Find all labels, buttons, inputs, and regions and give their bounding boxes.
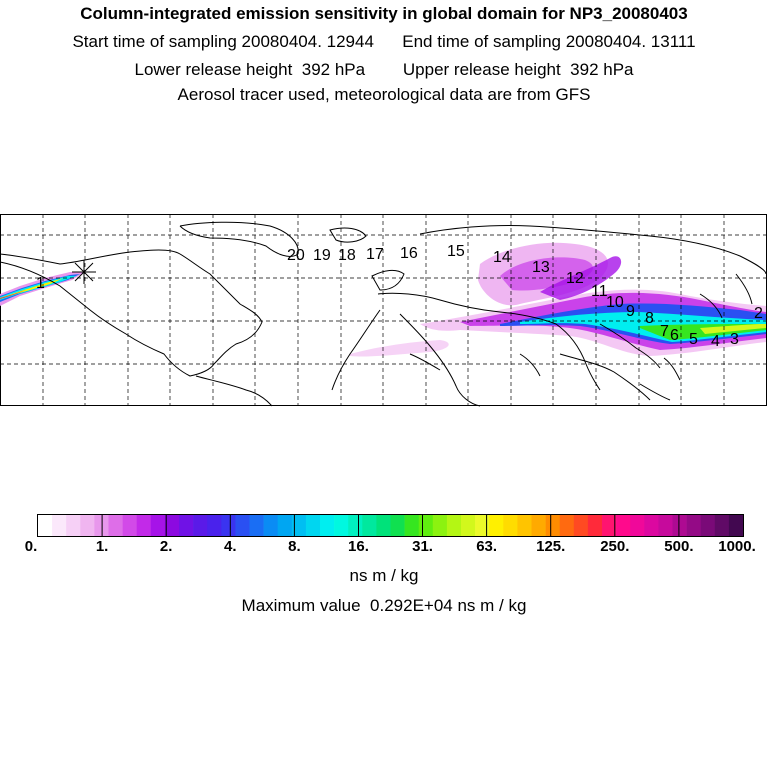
- colorbar-cells: [38, 515, 744, 536]
- colorbar-cell: [418, 515, 434, 536]
- colorbar-cell: [404, 515, 419, 536]
- plot-title: Column-integrated emission sensitivity i…: [80, 4, 688, 23]
- colorbar-cell: [446, 515, 462, 536]
- colorbar-cell: [334, 515, 349, 536]
- colorbar-tick-label: 125.: [536, 538, 566, 555]
- colorbar-unit: ns m / kg: [349, 566, 419, 585]
- colorbar-cell: [686, 515, 701, 536]
- colorbar-cell: [66, 515, 81, 536]
- day-label-12: 12: [566, 270, 584, 287]
- colorbar-cell: [602, 515, 617, 536]
- colorbar-cell: [644, 515, 659, 536]
- trajectory-day-labels: 1 2 3 4 5 6 7 8 9 10 11 12 13 14 15 16 1…: [36, 243, 763, 350]
- colorbar-tick-label: 16.: [348, 538, 369, 555]
- sampling-time-line: Start time of sampling 20080404. 12944 E…: [72, 32, 696, 51]
- maximum-value-text: Maximum value 0.292E+04 ns m / kg: [241, 596, 527, 615]
- colorbar-cell: [179, 515, 194, 536]
- colorbar-cell: [122, 515, 137, 536]
- colorbar-frame: [37, 514, 744, 537]
- colorbar-cell: [432, 515, 448, 536]
- colorbar-cell: [52, 515, 67, 536]
- data-source-line: Aerosol tracer used, meteorological data…: [177, 85, 591, 104]
- colorbar-cell: [461, 515, 476, 536]
- colorbar-cell: [207, 515, 222, 536]
- day-label-9: 9: [626, 303, 635, 320]
- colorbar: [37, 514, 744, 537]
- colorbar-cell: [630, 515, 645, 536]
- graticule: [0, 214, 767, 406]
- colorbar-cell: [150, 515, 166, 536]
- colorbar-tick-label: 1.: [95, 538, 109, 555]
- colorbar-cell: [320, 515, 335, 536]
- colorbar-cell: [545, 515, 560, 536]
- day-label-2: 2: [754, 305, 763, 322]
- day-label-19: 19: [313, 247, 331, 264]
- day-label-17: 17: [366, 246, 384, 263]
- colorbar-cell: [531, 515, 546, 536]
- colorbar-cell: [475, 515, 490, 536]
- colorbar-cell: [235, 515, 250, 536]
- day-label-18: 18: [338, 247, 356, 264]
- colorbar-cell: [80, 515, 95, 536]
- colorbar-cell: [517, 515, 532, 536]
- day-label-16: 16: [400, 245, 418, 262]
- colorbar-cell: [390, 515, 405, 536]
- colorbar-cell: [672, 515, 687, 536]
- day-label-6: 6: [670, 327, 679, 344]
- colorbar-cell: [249, 515, 264, 536]
- colorbar-cell: [164, 515, 180, 536]
- colorbar-tick-label: 500.: [664, 538, 694, 555]
- colorbar-tick-label: 4.: [224, 538, 237, 555]
- day-label-3: 3: [730, 331, 739, 348]
- colorbar-cell: [362, 515, 377, 536]
- colorbar-cell: [221, 515, 236, 536]
- day-label-4: 4: [711, 333, 720, 350]
- day-label-7: 7: [660, 323, 669, 340]
- colorbar-cell: [658, 515, 673, 536]
- colorbar-cell: [489, 515, 504, 536]
- colorbar-tick-label: 8.: [288, 538, 301, 555]
- colorbar-cell: [38, 515, 53, 536]
- colorbar-cell: [136, 515, 152, 536]
- colorbar-cell: [108, 515, 123, 536]
- day-label-14: 14: [493, 249, 511, 266]
- sensitivity-plume: [0, 242, 766, 357]
- colorbar-tick-label: 0.: [24, 538, 38, 555]
- colorbar-cell: [700, 515, 716, 536]
- colorbar-major-ticks: [101, 515, 680, 536]
- day-label-11: 11: [591, 283, 608, 300]
- colorbar-tick-label: 1000.: [718, 538, 756, 555]
- day-label-10: 10: [606, 294, 624, 311]
- day-label-5: 5: [689, 331, 698, 348]
- colorbar-cell: [348, 515, 363, 536]
- colorbar-cell: [263, 515, 278, 536]
- colorbar-cell: [305, 515, 321, 536]
- colorbar-cell: [277, 515, 293, 536]
- colorbar-cell: [587, 515, 603, 536]
- colorbar-cell: [559, 515, 575, 536]
- day-label-8: 8: [645, 310, 654, 327]
- colorbar-tick-label: 250.: [600, 538, 630, 555]
- colorbar-cell: [714, 515, 730, 536]
- release-height-line: Lower release height 392 hPa Upper relea…: [134, 60, 634, 79]
- world-map: 1 2 3 4 5 6 7 8 9 10 11 12 13 14 15 16 1…: [0, 214, 767, 407]
- colorbar-cell: [616, 515, 631, 536]
- release-point-star: [72, 260, 96, 284]
- day-label-1: 1: [36, 275, 45, 292]
- colorbar-cell: [728, 515, 744, 536]
- day-label-15: 15: [447, 243, 465, 260]
- colorbar-tick-label: 2.: [159, 538, 173, 555]
- day-label-13: 13: [532, 259, 550, 276]
- colorbar-cell: [573, 515, 589, 536]
- colorbar-cell: [503, 515, 518, 536]
- colorbar-cell: [376, 515, 391, 536]
- colorbar-tick-label: 63.: [476, 538, 498, 555]
- colorbar-tick-label: 31.: [412, 538, 433, 555]
- day-label-20: 20: [287, 247, 305, 264]
- colorbar-cell: [193, 515, 208, 536]
- colorbar-cell: [291, 515, 307, 536]
